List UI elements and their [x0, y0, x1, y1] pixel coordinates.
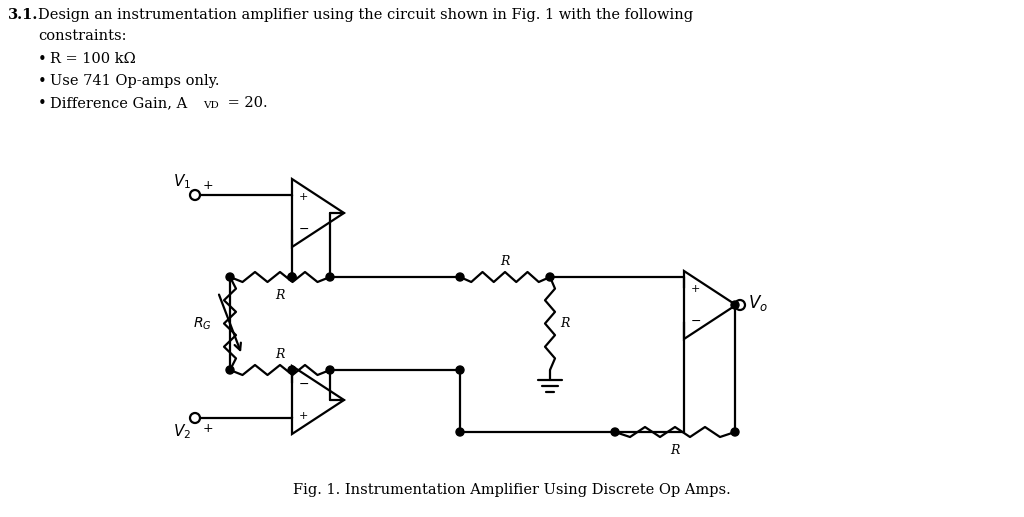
Text: +: +: [203, 422, 214, 435]
Text: $V_o$: $V_o$: [748, 293, 768, 313]
Circle shape: [546, 273, 554, 281]
Circle shape: [226, 366, 234, 374]
Circle shape: [288, 273, 296, 281]
Text: +: +: [299, 192, 308, 202]
Circle shape: [226, 273, 234, 281]
Text: Difference Gain, A: Difference Gain, A: [50, 96, 187, 110]
Text: −: −: [299, 222, 309, 236]
Text: •: •: [38, 74, 47, 89]
Text: 3.1.: 3.1.: [8, 8, 38, 22]
Text: +: +: [203, 179, 214, 192]
Text: R: R: [275, 289, 285, 302]
Circle shape: [731, 301, 739, 309]
Text: −: −: [299, 377, 309, 390]
Circle shape: [326, 366, 334, 374]
Text: •: •: [38, 52, 47, 67]
Text: R: R: [501, 255, 510, 268]
Circle shape: [456, 428, 464, 436]
Text: R: R: [560, 317, 569, 330]
Text: +: +: [299, 411, 308, 421]
Text: $V_1$: $V_1$: [173, 172, 191, 191]
Text: $R_G$: $R_G$: [194, 315, 212, 332]
Circle shape: [326, 273, 334, 281]
Text: −: −: [691, 314, 701, 327]
Circle shape: [456, 366, 464, 374]
Circle shape: [611, 428, 618, 436]
Circle shape: [731, 428, 739, 436]
Text: $V_2$: $V_2$: [173, 422, 191, 440]
Text: Design an instrumentation amplifier using the circuit shown in Fig. 1 with the f: Design an instrumentation amplifier usin…: [38, 8, 693, 22]
Text: R: R: [275, 348, 285, 361]
Text: +: +: [691, 284, 700, 294]
Text: R = 100 kΩ: R = 100 kΩ: [50, 52, 136, 66]
Text: VD: VD: [203, 101, 219, 110]
Circle shape: [288, 273, 296, 281]
Text: R: R: [671, 444, 680, 457]
Text: constraints:: constraints:: [38, 29, 127, 43]
Text: •: •: [38, 96, 47, 111]
Text: = 20.: = 20.: [223, 96, 267, 110]
Text: Fig. 1. Instrumentation Amplifier Using Discrete Op Amps.: Fig. 1. Instrumentation Amplifier Using …: [293, 483, 731, 497]
Text: Use 741 Op-amps only.: Use 741 Op-amps only.: [50, 74, 219, 88]
Circle shape: [288, 366, 296, 374]
Circle shape: [456, 273, 464, 281]
